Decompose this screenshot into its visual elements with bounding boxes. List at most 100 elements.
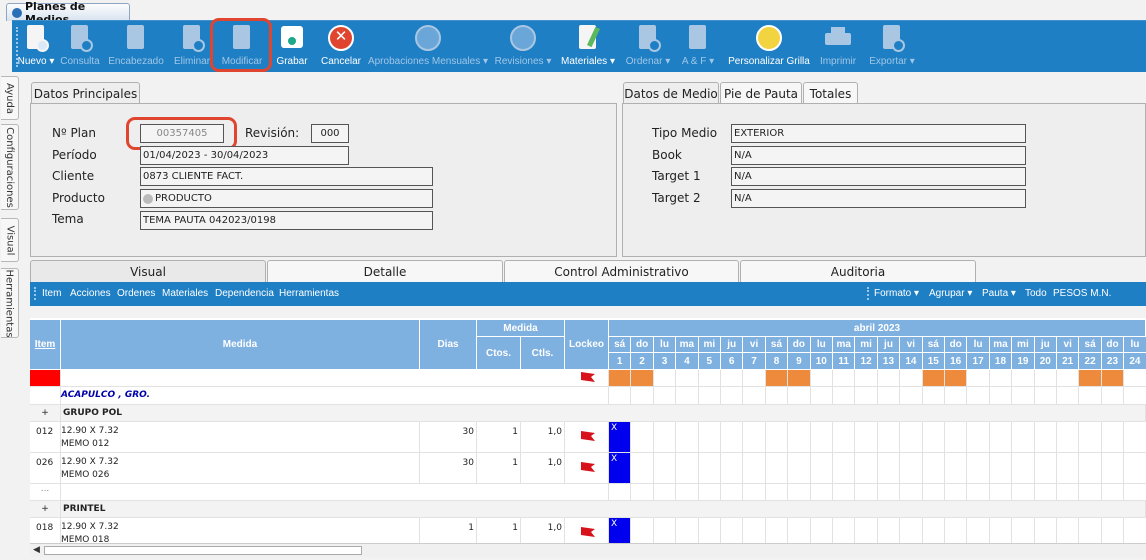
tema-field[interactable]: TEMA PAUTA 042023/0198 xyxy=(140,211,433,230)
cliente-field[interactable]: 0873 CLIENTE FACT. xyxy=(140,167,433,186)
day-cell[interactable] xyxy=(945,484,968,501)
day-cell[interactable] xyxy=(698,484,721,501)
day-cell[interactable] xyxy=(1012,484,1035,501)
tab-control-administrativo[interactable]: Control Administrativo xyxy=(504,260,739,282)
day-cell[interactable] xyxy=(743,370,766,387)
modify-button[interactable]: Modificar xyxy=(216,21,268,73)
side-tab-ayuda[interactable]: Ayuda xyxy=(1,76,19,120)
day-cell[interactable] xyxy=(855,370,878,387)
scheduled-cell[interactable]: X xyxy=(609,422,632,453)
day-number-header[interactable]: 20 xyxy=(1034,353,1057,370)
day-cell[interactable] xyxy=(1079,387,1102,405)
day-cell[interactable] xyxy=(810,370,833,387)
day-cell[interactable] xyxy=(877,387,901,405)
tab-detalle[interactable]: Detalle xyxy=(267,260,503,282)
cancel-button[interactable]: ✕ Cancelar xyxy=(320,25,362,67)
day-cell[interactable] xyxy=(1079,422,1102,453)
day-cell[interactable] xyxy=(855,422,878,453)
day-cell[interactable] xyxy=(922,387,945,405)
day-cell[interactable] xyxy=(1057,518,1080,544)
day-cell[interactable] xyxy=(743,422,766,453)
day-number-header[interactable]: 4 xyxy=(676,353,699,370)
day-cell[interactable] xyxy=(676,453,699,484)
day-cell[interactable] xyxy=(833,453,856,484)
day-cell[interactable] xyxy=(855,453,878,484)
day-number-header[interactable]: 10 xyxy=(810,353,833,370)
day-number-header[interactable]: 15 xyxy=(922,353,945,370)
revision-field[interactable]: 000 xyxy=(311,124,349,143)
order-button[interactable]: Ordenar ▾ xyxy=(620,21,676,73)
day-cell[interactable] xyxy=(833,370,856,387)
day-cell[interactable] xyxy=(855,518,878,544)
day-cell[interactable] xyxy=(1079,484,1102,501)
day-cell[interactable] xyxy=(721,370,744,387)
day-cell[interactable] xyxy=(631,422,654,453)
day-cell[interactable] xyxy=(945,387,968,405)
day-number-header[interactable]: 13 xyxy=(877,353,901,370)
day-cell[interactable] xyxy=(1057,422,1080,453)
day-cell[interactable] xyxy=(811,518,833,544)
day-cell[interactable] xyxy=(877,484,901,501)
day-cell[interactable] xyxy=(676,422,699,453)
day-cell[interactable] xyxy=(631,518,654,544)
day-cell[interactable] xyxy=(855,484,878,501)
more-rows[interactable]: ... xyxy=(30,484,61,501)
tab-visual[interactable]: Visual xyxy=(30,260,266,282)
day-cell[interactable] xyxy=(698,453,721,484)
day-cell[interactable] xyxy=(631,484,654,501)
day-number-header[interactable]: 21 xyxy=(1057,353,1080,370)
day-cell[interactable] xyxy=(989,484,1013,501)
window-tab-planes-de-medios[interactable]: Planes de Medios xyxy=(6,0,130,26)
row-marker-red[interactable] xyxy=(30,370,61,387)
scroll-left-arrow-icon[interactable]: ◀ xyxy=(33,545,40,555)
day-cell[interactable] xyxy=(1057,370,1080,387)
day-cell[interactable] xyxy=(967,422,990,453)
day-cell[interactable] xyxy=(1101,422,1125,453)
day-cell[interactable] xyxy=(989,387,1013,405)
day-cell[interactable] xyxy=(1034,387,1057,405)
day-cell[interactable] xyxy=(945,453,968,484)
day-cell[interactable] xyxy=(967,387,990,405)
day-cell[interactable] xyxy=(1012,422,1035,453)
day-number-header[interactable]: 7 xyxy=(743,353,766,370)
day-cell[interactable] xyxy=(1057,453,1080,484)
book-field[interactable]: N/A xyxy=(731,146,1026,165)
weekend-cell[interactable] xyxy=(609,370,632,387)
weekend-cell[interactable] xyxy=(631,370,654,387)
col-header-item[interactable]: Item xyxy=(30,320,61,370)
day-cell[interactable] xyxy=(721,484,744,501)
day-cell[interactable] xyxy=(900,422,923,453)
day-cell[interactable] xyxy=(967,370,990,387)
day-cell[interactable] xyxy=(877,370,901,387)
day-number-header[interactable]: 5 xyxy=(698,353,721,370)
new-button[interactable]: Nuevo ▾ xyxy=(14,21,58,73)
day-cell[interactable] xyxy=(653,387,677,405)
plan-number-field[interactable]: 00357405 xyxy=(140,124,224,143)
day-cell[interactable] xyxy=(743,518,766,544)
day-cell[interactable] xyxy=(699,518,721,544)
day-cell[interactable] xyxy=(1057,484,1080,501)
day-cell[interactable] xyxy=(900,484,923,501)
day-cell[interactable] xyxy=(1124,518,1146,544)
lock-flag-icon[interactable] xyxy=(579,430,597,442)
day-cell[interactable] xyxy=(1034,370,1057,387)
target2-field[interactable]: N/A xyxy=(731,189,1026,208)
day-cell[interactable] xyxy=(945,422,968,453)
day-number-header[interactable]: 11 xyxy=(833,353,856,370)
day-number-header[interactable]: 12 xyxy=(855,353,878,370)
day-cell[interactable] xyxy=(609,484,632,501)
day-number-header[interactable]: 23 xyxy=(1101,353,1125,370)
scroll-thumb[interactable] xyxy=(44,546,362,555)
day-number-header[interactable]: 16 xyxy=(945,353,968,370)
day-cell[interactable] xyxy=(922,422,945,453)
day-cell[interactable] xyxy=(653,422,677,453)
day-cell[interactable] xyxy=(1012,453,1035,484)
menu-acciones[interactable]: Acciones xyxy=(70,288,111,299)
day-number-header[interactable]: 24 xyxy=(1124,353,1146,370)
day-cell[interactable] xyxy=(1012,387,1035,405)
day-cell[interactable] xyxy=(1057,387,1080,405)
day-number-header[interactable]: 22 xyxy=(1079,353,1102,370)
day-number-header[interactable]: 3 xyxy=(653,353,677,370)
day-number-header[interactable]: 6 xyxy=(721,353,744,370)
expand-group-button[interactable]: + xyxy=(30,405,61,422)
